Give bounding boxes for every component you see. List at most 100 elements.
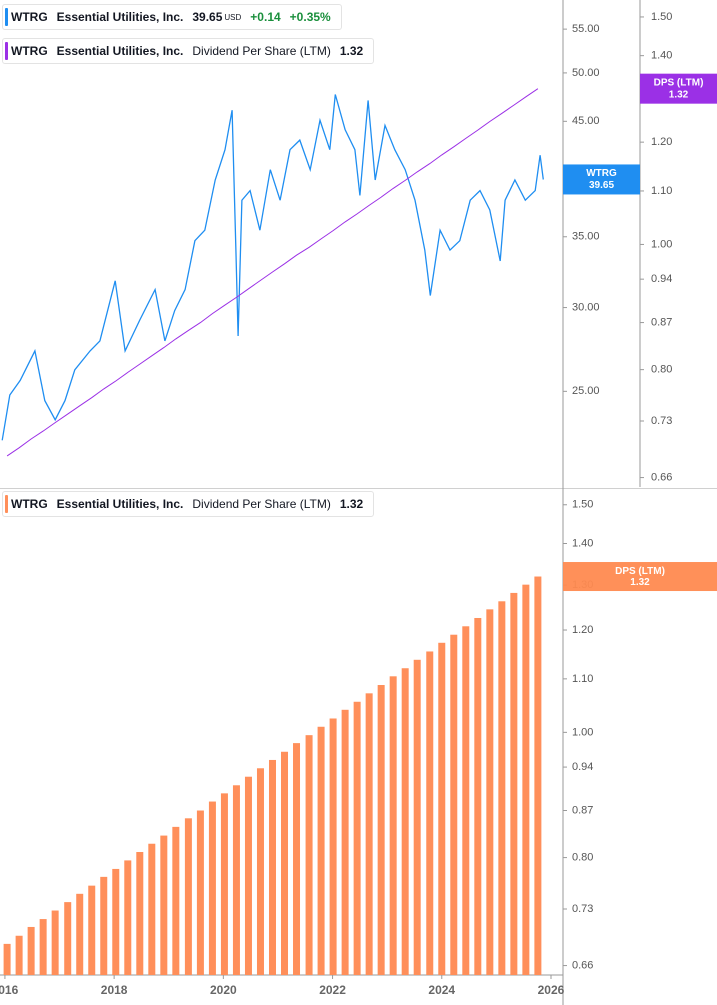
y-tick-label: 0.87 (572, 804, 593, 816)
bar (148, 843, 156, 975)
x-tick-label: 2026 (538, 983, 565, 997)
badge-box (563, 562, 717, 592)
y-tick-label: 55.00 (572, 23, 600, 35)
bar (160, 835, 168, 975)
y-tick-label: 30.00 (572, 301, 600, 313)
legend: WTRG Essential Utilities, Inc. Dividend … (2, 38, 375, 64)
bar (281, 751, 289, 975)
bar (305, 735, 313, 975)
bar (27, 926, 35, 975)
bar (136, 852, 144, 975)
bar (124, 860, 132, 975)
bar (88, 885, 96, 975)
badge-value: 1.32 (669, 89, 689, 100)
legend-change-pct: +0.35% (289, 10, 331, 24)
bar (293, 743, 301, 975)
bar (244, 776, 252, 975)
bar (510, 592, 518, 975)
bar (184, 818, 192, 975)
price-badge: DPS (LTM)1.32 (640, 73, 717, 104)
legend-metric: Dividend Per Share (LTM) (192, 497, 331, 511)
bar (462, 626, 470, 975)
legend-metric: Dividend Per Share (LTM) (192, 44, 331, 58)
legend-company: Essential Utilities, Inc. (56, 44, 184, 58)
bar (329, 718, 337, 975)
y-tick-label: 0.80 (572, 851, 593, 863)
y-tick-label: 1.50 (572, 499, 593, 511)
y2-tick-label: 1.00 (651, 238, 672, 250)
legend-change: +0.14 (250, 10, 281, 24)
badge-box (563, 164, 640, 195)
y-tick-label: 0.94 (572, 761, 593, 773)
price-badge: DPS (LTM)1.32 (563, 562, 717, 592)
y2-tick-label: 0.80 (651, 364, 672, 376)
legend-ticker: WTRG (11, 44, 48, 58)
x-tick-label: 2020 (210, 983, 237, 997)
y-tick-label: 0.66 (572, 959, 593, 971)
bar (498, 601, 506, 975)
bar (365, 693, 373, 975)
bar (256, 768, 264, 975)
legend-swatch (5, 495, 8, 513)
badge-label: WTRG (586, 168, 617, 179)
y-tick-label: 0.73 (572, 903, 593, 915)
bar (426, 651, 434, 975)
legend-company: Essential Utilities, Inc. (56, 10, 184, 24)
line-series (6, 88, 539, 457)
y2-tick-label: 1.50 (651, 11, 672, 23)
bar (39, 919, 47, 975)
bar (486, 609, 494, 975)
bar (268, 759, 276, 975)
bar (51, 910, 59, 975)
bar (100, 876, 108, 975)
y2-tick-label: 1.40 (651, 50, 672, 62)
y-tick-label: 25.00 (572, 385, 600, 397)
y2-tick-label: 0.73 (651, 415, 672, 427)
bar (317, 726, 325, 975)
bar (522, 584, 530, 975)
bar (389, 676, 397, 975)
bar (232, 785, 240, 975)
bar (413, 659, 421, 975)
legend-value: 1.32 (339, 44, 364, 58)
bar (112, 868, 120, 975)
bar (208, 801, 216, 975)
x-tick-label: 2022 (319, 983, 346, 997)
badge-value: 1.32 (630, 577, 650, 588)
legend-swatch (5, 42, 8, 60)
legend-swatch (5, 8, 8, 26)
legend: WTRG Essential Utilities, Inc. Dividend … (2, 491, 375, 517)
bar (196, 810, 204, 975)
y2-tick-label: 0.87 (651, 316, 672, 328)
bar (534, 576, 542, 975)
y-tick-label: 45.00 (572, 115, 600, 127)
bar (64, 902, 72, 975)
legend-company: Essential Utilities, Inc. (56, 497, 184, 511)
legend-ticker: WTRG (11, 497, 48, 511)
legend: WTRG Essential Utilities, Inc. 39.65 USD… (2, 4, 342, 30)
badge-label: DPS (LTM) (615, 566, 665, 577)
bar (76, 893, 84, 975)
y-tick-label: 50.00 (572, 67, 600, 79)
badge-value: 39.65 (589, 180, 614, 191)
bar (450, 634, 458, 975)
bar (3, 943, 11, 975)
y-tick-label: 1.00 (572, 726, 593, 738)
bar (341, 709, 349, 975)
y-tick-label: 1.10 (572, 673, 593, 685)
line-series (1, 94, 544, 441)
legend-price: 39.65 (192, 10, 223, 24)
bar (15, 935, 23, 975)
bar (377, 685, 385, 975)
bar (353, 701, 361, 975)
bar (220, 793, 228, 975)
y2-tick-label: 1.10 (651, 185, 672, 197)
bar (172, 826, 180, 975)
y2-tick-label: 0.66 (651, 471, 672, 483)
legend-value: 1.32 (339, 497, 364, 511)
x-tick-label: 2024 (428, 983, 455, 997)
y-tick-label: 1.40 (572, 537, 593, 549)
